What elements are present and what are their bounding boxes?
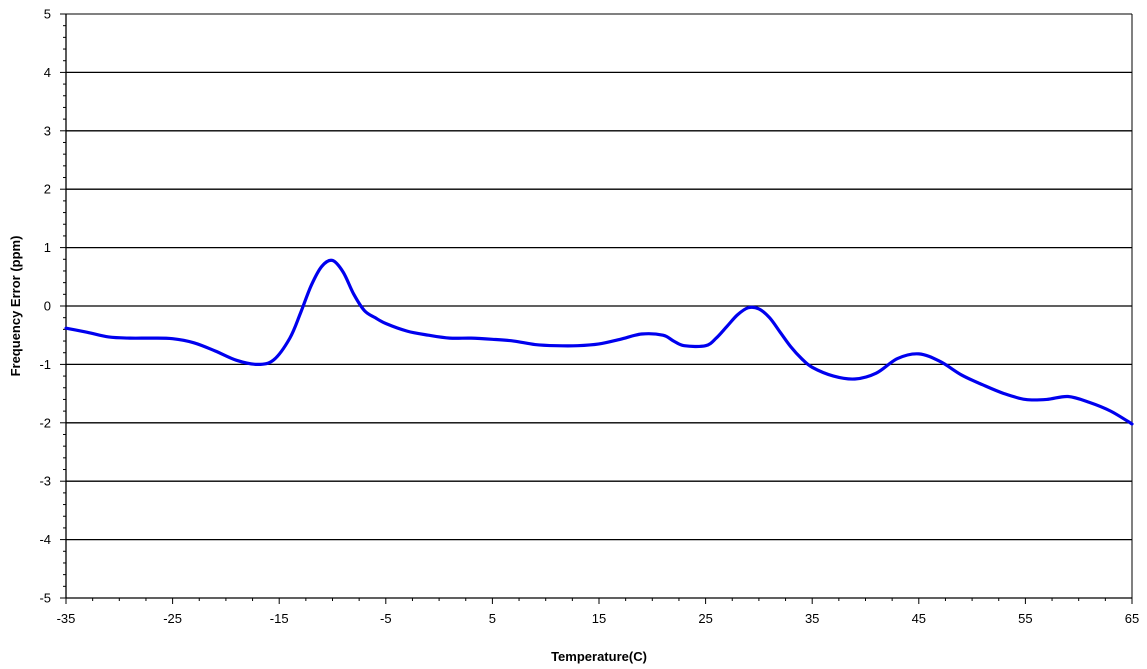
y-axis-title: Frequency Error (ppm)	[8, 236, 23, 377]
y-tick-label: 5	[44, 7, 51, 22]
x-tick-label: 25	[698, 611, 712, 626]
series	[64, 258, 1134, 426]
series-line-0	[64, 258, 1134, 426]
y-tick-label: -1	[39, 357, 51, 372]
y-tick-label: 3	[44, 123, 51, 138]
x-tick-label: 15	[592, 611, 606, 626]
y-tick-label: -5	[39, 591, 51, 606]
x-tick-label: 35	[805, 611, 819, 626]
x-tick-label: -15	[270, 611, 289, 626]
axis-ticks	[60, 13, 1133, 604]
gridlines	[66, 13, 1132, 541]
y-tick-label: -2	[39, 415, 51, 430]
x-axis-title: Temperature(C)	[551, 649, 647, 664]
y-tick-label: 4	[44, 65, 51, 80]
x-tick-label: 5	[489, 611, 496, 626]
y-tick-label: 0	[44, 299, 51, 314]
x-tick-label: -25	[163, 611, 182, 626]
y-tick-label: 1	[44, 240, 51, 255]
tick-labels: 5 4 3 2 1 0 -1 -2 -3 -4 -5 -35 -25 -15 -5 5 15 25 35 45 55 65	[39, 7, 1139, 627]
x-tick-label: -5	[380, 611, 392, 626]
x-tick-label: 45	[912, 611, 926, 626]
y-tick-label: 2	[44, 182, 51, 197]
y-tick-label: -4	[39, 532, 51, 547]
x-tick-label: 65	[1125, 611, 1139, 626]
x-tick-label: 55	[1018, 611, 1032, 626]
y-tick-label: -3	[39, 474, 51, 489]
x-tick-label: -35	[57, 611, 76, 626]
